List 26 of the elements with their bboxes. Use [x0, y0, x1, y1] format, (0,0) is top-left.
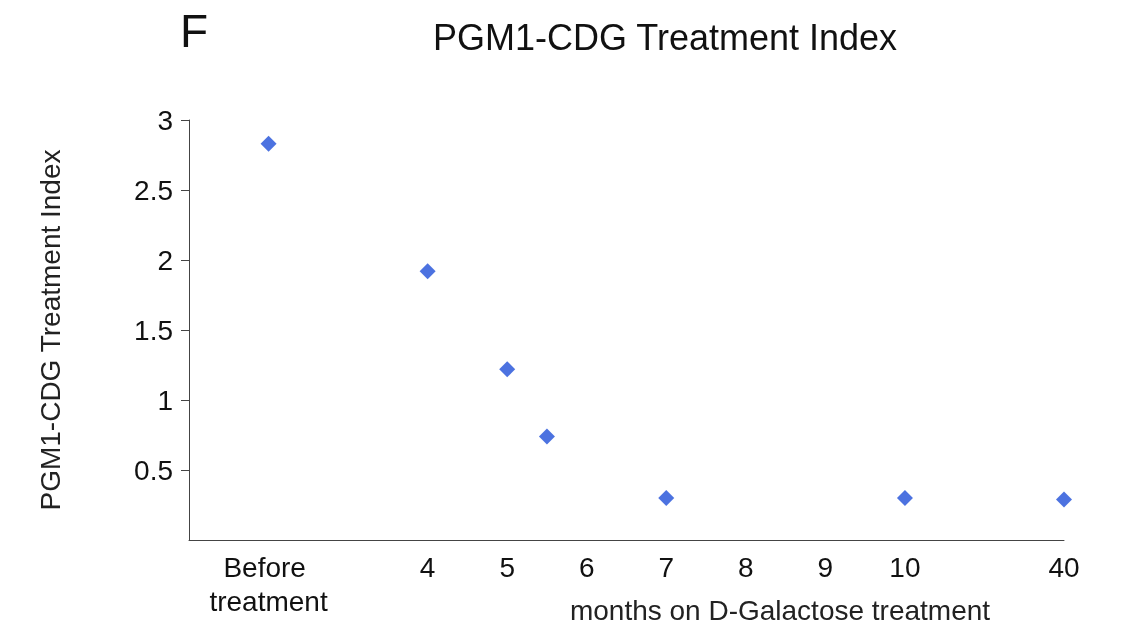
- y-tick-label: 1: [157, 384, 173, 416]
- y-tick-label: 0.5: [134, 454, 173, 486]
- text: F: [180, 5, 209, 57]
- x-tick-label: 6: [578, 551, 595, 583]
- point: [538, 428, 555, 445]
- chart-title: PGM1-CDG Treatment Index: [432, 16, 898, 58]
- point: [896, 490, 913, 506]
- y-tick-label: 1.5: [134, 314, 173, 346]
- y-tick-label: 2.5: [134, 174, 173, 206]
- x-tick-label: 8: [738, 551, 754, 583]
- x-tick-label: 7: [658, 551, 675, 583]
- x-tick-label: 9: [817, 551, 834, 583]
- point: [260, 135, 277, 152]
- x-axis-title: months on D-Galactose treatment: [569, 594, 991, 626]
- y-tick-label: 3: [157, 104, 173, 136]
- x-tick-label: 5: [499, 551, 515, 583]
- point: [499, 361, 516, 378]
- y-axis-title: PGM1-CDG Treatment Index: [34, 149, 66, 511]
- point: [658, 490, 675, 506]
- x-tick-label: 4: [419, 551, 436, 583]
- y-tick-label: 2: [157, 244, 173, 276]
- x-tick-label: 10: [889, 551, 921, 583]
- point: [1056, 491, 1072, 508]
- x-tick-label: 40: [1048, 551, 1080, 583]
- x-tick-label: Before treatment: [209, 551, 328, 617]
- point: [419, 263, 436, 280]
